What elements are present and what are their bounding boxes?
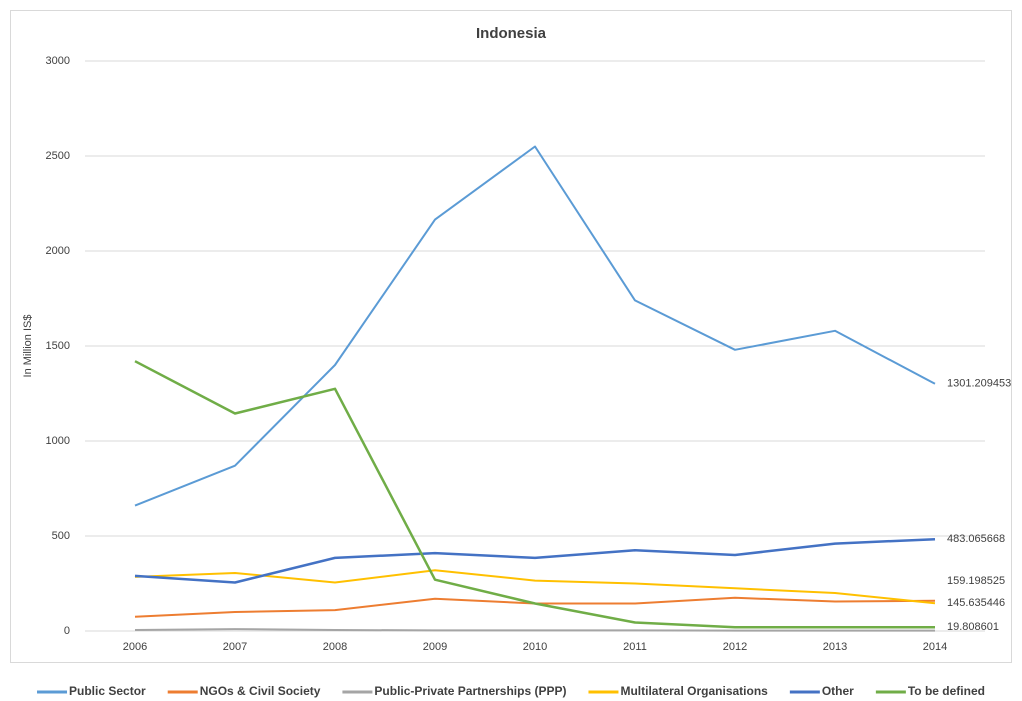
x-tick-label: 2013: [823, 641, 847, 653]
legend-label: Public Sector: [69, 684, 146, 698]
data-label: 483.065668: [947, 533, 1005, 545]
x-tick-label: 2010: [523, 641, 547, 653]
x-tick-label: 2014: [923, 641, 947, 653]
y-axis-label: In Million IS$: [22, 315, 34, 378]
y-tick-label: 0: [64, 625, 70, 637]
data-label: 145.635446: [947, 597, 1005, 609]
x-tick-label: 2009: [423, 641, 447, 653]
series-line: [134, 628, 935, 632]
series-line: [134, 360, 935, 629]
y-tick-label: 1000: [46, 435, 70, 447]
data-label: 1301.209453: [947, 378, 1011, 390]
y-tick-label: 500: [52, 530, 70, 542]
x-tick-label: 2012: [723, 641, 747, 653]
series-line: [134, 569, 936, 605]
chart-title: Indonesia: [476, 25, 547, 42]
legend-label: Public-Private Partnerships (PPP): [374, 684, 566, 698]
series-line: [134, 537, 936, 584]
x-tick-label: 2008: [323, 641, 347, 653]
legend-label: Multilateral Organisations: [620, 684, 768, 698]
y-tick-label: 2000: [46, 245, 70, 257]
chart-border: [10, 10, 1012, 663]
x-tick-label: 2007: [223, 641, 247, 653]
legend-label: To be defined: [908, 684, 985, 698]
legend-label: Other: [822, 684, 854, 698]
data-label: 19.808601: [947, 621, 999, 633]
data-label: 159.198525: [947, 575, 1005, 587]
y-tick-label: 2500: [46, 150, 70, 162]
legend-label: NGOs & Civil Society: [200, 684, 321, 698]
x-tick-label: 2006: [123, 641, 147, 653]
y-tick-label: 3000: [46, 55, 70, 67]
y-tick-label: 1500: [46, 340, 70, 352]
x-tick-label: 2011: [623, 641, 647, 653]
series-line: [134, 145, 936, 507]
